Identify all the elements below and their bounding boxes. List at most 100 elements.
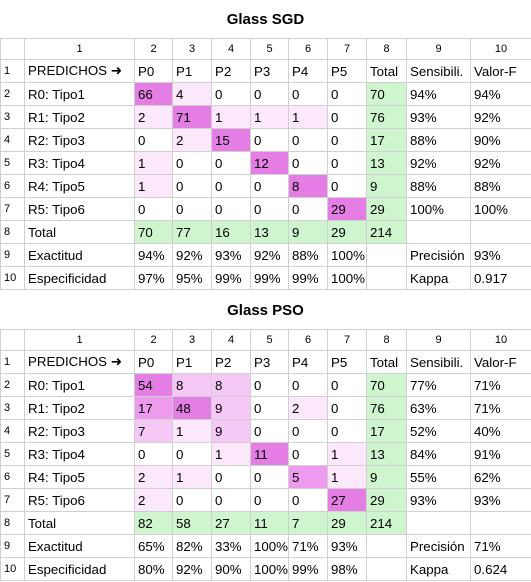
column-number: 6: [289, 330, 328, 351]
table-cell: 29: [328, 512, 367, 535]
table-cell: Kappa: [407, 267, 471, 290]
table-cell: 100%: [328, 244, 367, 267]
row-label: Exactitud: [25, 535, 135, 558]
table-cell: 82: [135, 512, 173, 535]
table-cell: 13: [367, 443, 407, 466]
table-cell: 98%: [328, 558, 367, 581]
row-number: 2: [1, 374, 25, 397]
table-cell: 71%: [471, 397, 531, 420]
table-cell: 1: [289, 106, 328, 129]
row-label: R1: Tipo2: [25, 397, 135, 420]
table-cell: 11: [251, 443, 289, 466]
table-cell: 2: [173, 129, 212, 152]
table-cell: 97%: [135, 267, 173, 290]
row-number: 9: [1, 535, 25, 558]
header-cell: P2: [212, 60, 251, 83]
row-label: R4: Tipo5: [25, 175, 135, 198]
table-cell: 100%: [251, 535, 289, 558]
table-cell: 29: [367, 489, 407, 512]
table-cell: 4: [173, 83, 212, 106]
table-cell: 0: [212, 198, 251, 221]
table-cell: 0: [251, 175, 289, 198]
table-cell: 16: [212, 221, 251, 244]
table-row: 10 Especificidad 97% 95% 99% 99% 99% 100…: [1, 267, 531, 290]
table-cell: 92%: [471, 106, 531, 129]
table-cell: 0: [251, 83, 289, 106]
table-cell: 214: [367, 512, 407, 535]
sgd-title: Glass SGD: [0, 0, 531, 38]
column-number: 6: [289, 39, 328, 60]
table-cell: 13: [367, 152, 407, 175]
table-cell: 76: [367, 106, 407, 129]
table-cell: 94%: [135, 244, 173, 267]
column-number: 4: [212, 330, 251, 351]
table-cell: 55%: [407, 466, 471, 489]
table-cell: 92%: [407, 152, 471, 175]
table-cell: 12: [251, 152, 289, 175]
table-cell: 1: [212, 106, 251, 129]
table-cell: 27: [212, 512, 251, 535]
table-cell: 77%: [407, 374, 471, 397]
row-number: 6: [1, 175, 25, 198]
table-cell: [367, 267, 407, 290]
pso-matrix-panel: Glass PSO 1 2 3 4 5 6 7 8 9 10 1 PREDICH…: [0, 291, 531, 581]
table-cell: 29: [328, 221, 367, 244]
table-cell: 5: [289, 466, 328, 489]
table-cell: 0: [212, 175, 251, 198]
table-cell: 92%: [471, 152, 531, 175]
table-cell: 0: [173, 489, 212, 512]
table-cell: 1: [212, 443, 251, 466]
header-cell: P5: [328, 60, 367, 83]
table-cell: 27: [328, 489, 367, 512]
row-number: 1: [1, 351, 25, 374]
table-cell: [367, 244, 407, 267]
row-label: R1: Tipo2: [25, 106, 135, 129]
column-number: 2: [135, 330, 173, 351]
table-cell: 94%: [407, 83, 471, 106]
column-number: 2: [135, 39, 173, 60]
table-cell: 0.917: [471, 267, 531, 290]
table-cell: 88%: [407, 129, 471, 152]
table-cell: 0: [173, 175, 212, 198]
table-cell: Kappa: [407, 558, 471, 581]
row-number: 7: [1, 198, 25, 221]
table-row: 6 R4: Tipo5 2 1 0 0 5 1 9 55% 62%: [1, 466, 531, 489]
table-cell: 9: [367, 466, 407, 489]
table-cell: 0: [212, 466, 251, 489]
header-cell: P3: [251, 351, 289, 374]
table-cell: 82%: [173, 535, 212, 558]
table-cell: 8: [289, 175, 328, 198]
table-cell: 0: [251, 489, 289, 512]
table-cell: 95%: [173, 267, 212, 290]
table-cell: 0: [135, 198, 173, 221]
table-row: 5 R3: Tipo4 1 0 0 12 0 0 13 92% 92%: [1, 152, 531, 175]
table-row: 6 R4: Tipo5 1 0 0 0 8 0 9 88% 88%: [1, 175, 531, 198]
header-cell: Sensibili.: [407, 351, 471, 374]
row-number: 6: [1, 466, 25, 489]
header-cell: PREDICHOS ➜: [25, 60, 135, 83]
table-cell: 0: [251, 397, 289, 420]
table-cell: 80%: [135, 558, 173, 581]
table-cell: 0: [251, 466, 289, 489]
table-cell: 0: [328, 152, 367, 175]
table-row: 2 R0: Tipo1 66 4 0 0 0 0 70 94% 94%: [1, 83, 531, 106]
table-cell: [471, 221, 531, 244]
row-label: R2: Tipo3: [25, 420, 135, 443]
table-cell: 88%: [471, 175, 531, 198]
table-cell: 0: [289, 489, 328, 512]
table-cell: 99%: [212, 267, 251, 290]
table-cell: 88%: [407, 175, 471, 198]
row-label: R0: Tipo1: [25, 83, 135, 106]
table-cell: [367, 535, 407, 558]
table-cell: 214: [367, 221, 407, 244]
table-cell: 100%: [251, 558, 289, 581]
table-cell: 58: [173, 512, 212, 535]
corner-cell: [1, 330, 25, 351]
table-cell: 93%: [407, 489, 471, 512]
column-number: 4: [212, 39, 251, 60]
row-number: 2: [1, 83, 25, 106]
table-cell: 0: [328, 129, 367, 152]
table-cell: 0: [328, 420, 367, 443]
table-cell: 15: [212, 129, 251, 152]
table-cell: 0: [289, 443, 328, 466]
